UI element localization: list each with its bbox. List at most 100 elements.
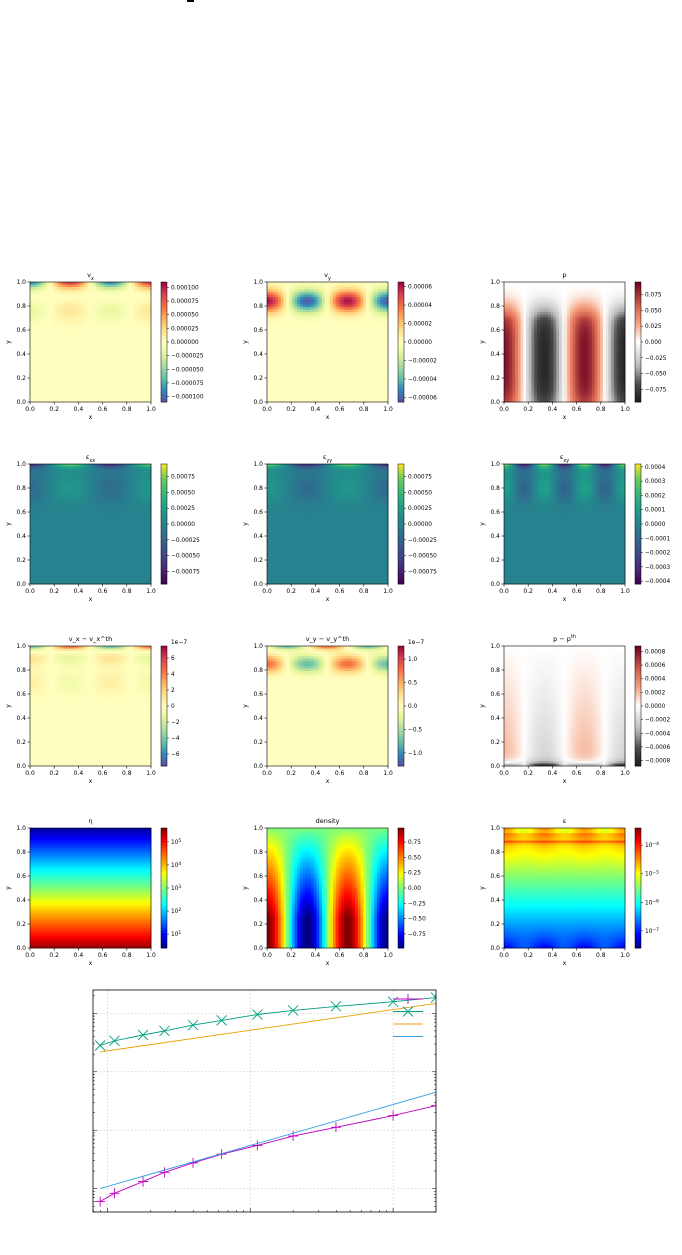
heatmap-cell: [49, 290, 52, 293]
heatmap-cell: [270, 342, 273, 345]
y-tick-label: 0.6: [253, 327, 263, 334]
heatmap-cell: [74, 360, 77, 363]
heatmap-cell: [311, 282, 314, 285]
heatmap-cell: [300, 307, 303, 310]
heatmap-cell: [96, 282, 99, 285]
heatmap-cell: [529, 292, 532, 295]
heatmap-cell: [66, 340, 69, 343]
heatmap-cell: [319, 282, 322, 285]
heatmap-cell: [361, 292, 364, 295]
heatmap-cell: [529, 332, 532, 335]
heatmap-cell: [80, 397, 83, 400]
heatmap-cell: [110, 350, 113, 353]
heatmap-cell: [523, 320, 526, 323]
heatmap-cell: [532, 352, 535, 355]
heatmap-cell: [60, 375, 63, 378]
heatmap-cell: [339, 352, 342, 355]
heatmap-cell: [344, 322, 347, 325]
heatmap-cell: [47, 350, 50, 353]
heatmap-cell: [38, 322, 41, 325]
heatmap-cell: [311, 345, 314, 348]
heatmap-cell: [30, 340, 33, 343]
heatmap-cell: [137, 322, 140, 325]
heatmap-cell: [77, 327, 80, 330]
heatmap-cell: [60, 385, 63, 388]
heatmap-cell: [361, 335, 364, 338]
heatmap-cell: [47, 362, 50, 365]
heatmap-cell: [344, 375, 347, 378]
heatmap-cell: [366, 327, 369, 330]
heatmap-cell: [512, 360, 515, 363]
heatmap-cell: [341, 382, 344, 385]
heatmap-cell: [317, 285, 320, 288]
heatmap-cell: [135, 355, 138, 358]
heatmap-cell: [322, 292, 325, 295]
heatmap-cell: [523, 310, 526, 313]
heatmap-cell: [38, 395, 41, 398]
heatmap-cell: [38, 327, 41, 330]
heatmap-cell: [521, 307, 524, 310]
heatmap-cell: [77, 330, 80, 333]
heatmap-cell: [63, 332, 66, 335]
heatmap-cell: [71, 397, 74, 400]
heatmap-cell: [96, 340, 99, 343]
heatmap-cell: [121, 387, 124, 390]
heatmap-cell: [71, 330, 74, 333]
heatmap-cell: [49, 397, 52, 400]
heatmap-cell: [521, 317, 524, 320]
heatmap-cell: [377, 332, 380, 335]
heatmap-cell: [347, 315, 350, 318]
heatmap-cell: [322, 327, 325, 330]
heatmap-cell: [124, 295, 127, 298]
heatmap-cell: [295, 345, 298, 348]
heatmap-cell: [336, 370, 339, 373]
heatmap-cell: [297, 292, 300, 295]
heatmap-cell: [66, 380, 69, 383]
heatmap-cell: [380, 392, 383, 395]
heatmap-cell: [374, 387, 377, 390]
heatmap-cell: [363, 307, 366, 310]
heatmap-cell: [295, 357, 298, 360]
heatmap-cell: [374, 330, 377, 333]
heatmap-cell: [289, 377, 292, 380]
heatmap-cell: [336, 315, 339, 318]
heatmap-cell: [300, 340, 303, 343]
heatmap-cell: [273, 380, 276, 383]
heatmap-cell: [126, 365, 129, 368]
heatmap-cell: [377, 305, 380, 308]
heatmap-cell: [523, 367, 526, 370]
heatmap-cell: [110, 392, 113, 395]
heatmap-cell: [60, 342, 63, 345]
heatmap-cell: [339, 300, 342, 303]
heatmap-cell: [361, 352, 364, 355]
heatmap-cell: [60, 290, 63, 293]
heatmap-cell: [115, 317, 118, 320]
heatmap-cell: [526, 342, 529, 345]
heatmap-cell: [523, 355, 526, 358]
heatmap-cell: [80, 292, 83, 295]
heatmap-cell: [146, 292, 149, 295]
heatmap-cell: [317, 392, 320, 395]
heatmap-cell: [121, 335, 124, 338]
heatmap-cell: [510, 382, 513, 385]
heatmap-cell: [292, 305, 295, 308]
heatmap-cell: [330, 360, 333, 363]
heatmap-cell: [352, 297, 355, 300]
heatmap-cell: [350, 307, 353, 310]
heatmap-cell: [115, 305, 118, 308]
heatmap-cell: [88, 342, 91, 345]
heatmap-cell: [512, 292, 515, 295]
colorbar-tick-label: 0.00004: [408, 303, 432, 309]
heatmap-cell: [140, 395, 143, 398]
heatmap-cell: [93, 375, 96, 378]
heatmap-cell: [278, 337, 281, 340]
heatmap-cell: [300, 382, 303, 385]
heatmap-cell: [347, 285, 350, 288]
heatmap-cell: [311, 327, 314, 330]
heatmap-cell: [52, 337, 55, 340]
heatmap-cell: [526, 355, 529, 358]
heatmap-cell: [137, 357, 140, 360]
heatmap-cell: [336, 372, 339, 375]
heatmap-cell: [303, 377, 306, 380]
heatmap-cell: [518, 377, 521, 380]
